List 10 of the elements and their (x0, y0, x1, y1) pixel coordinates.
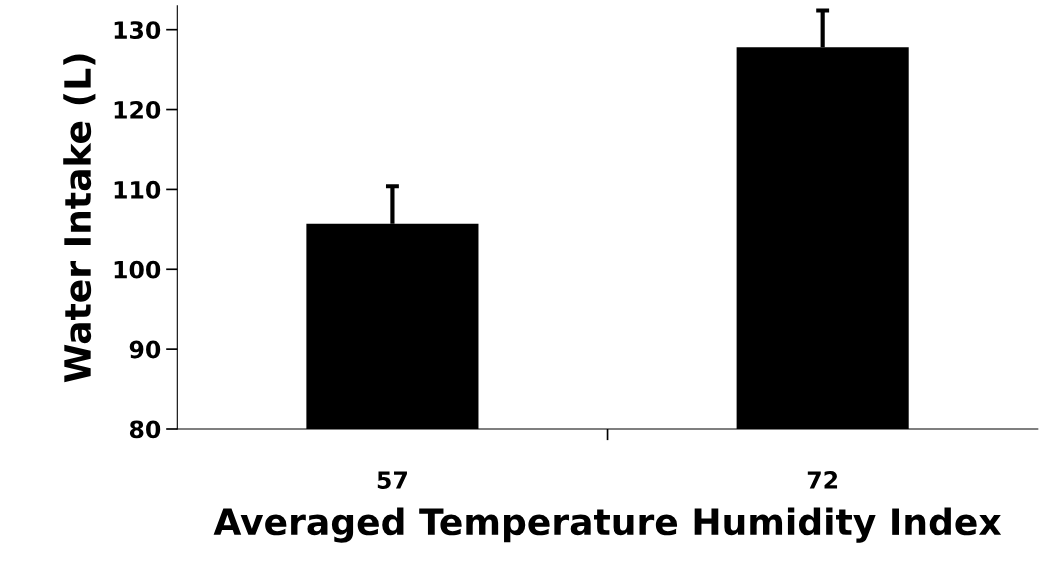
y-tick-label: 80 (129, 420, 161, 439)
x-tick-label: 72 (807, 471, 838, 489)
y-tick-label: 120 (114, 100, 161, 119)
y-tick-label: 130 (114, 21, 161, 39)
y-axis-title: Water Intake (L) (63, 54, 96, 383)
x-axis-title: Averaged Temperature Humidity Index (213, 507, 1002, 543)
x-tick-label: 57 (377, 471, 407, 489)
y-tick-label: 110 (114, 180, 161, 199)
y-tick-label: 90 (129, 340, 161, 359)
y-tick-label: 100 (114, 260, 161, 279)
